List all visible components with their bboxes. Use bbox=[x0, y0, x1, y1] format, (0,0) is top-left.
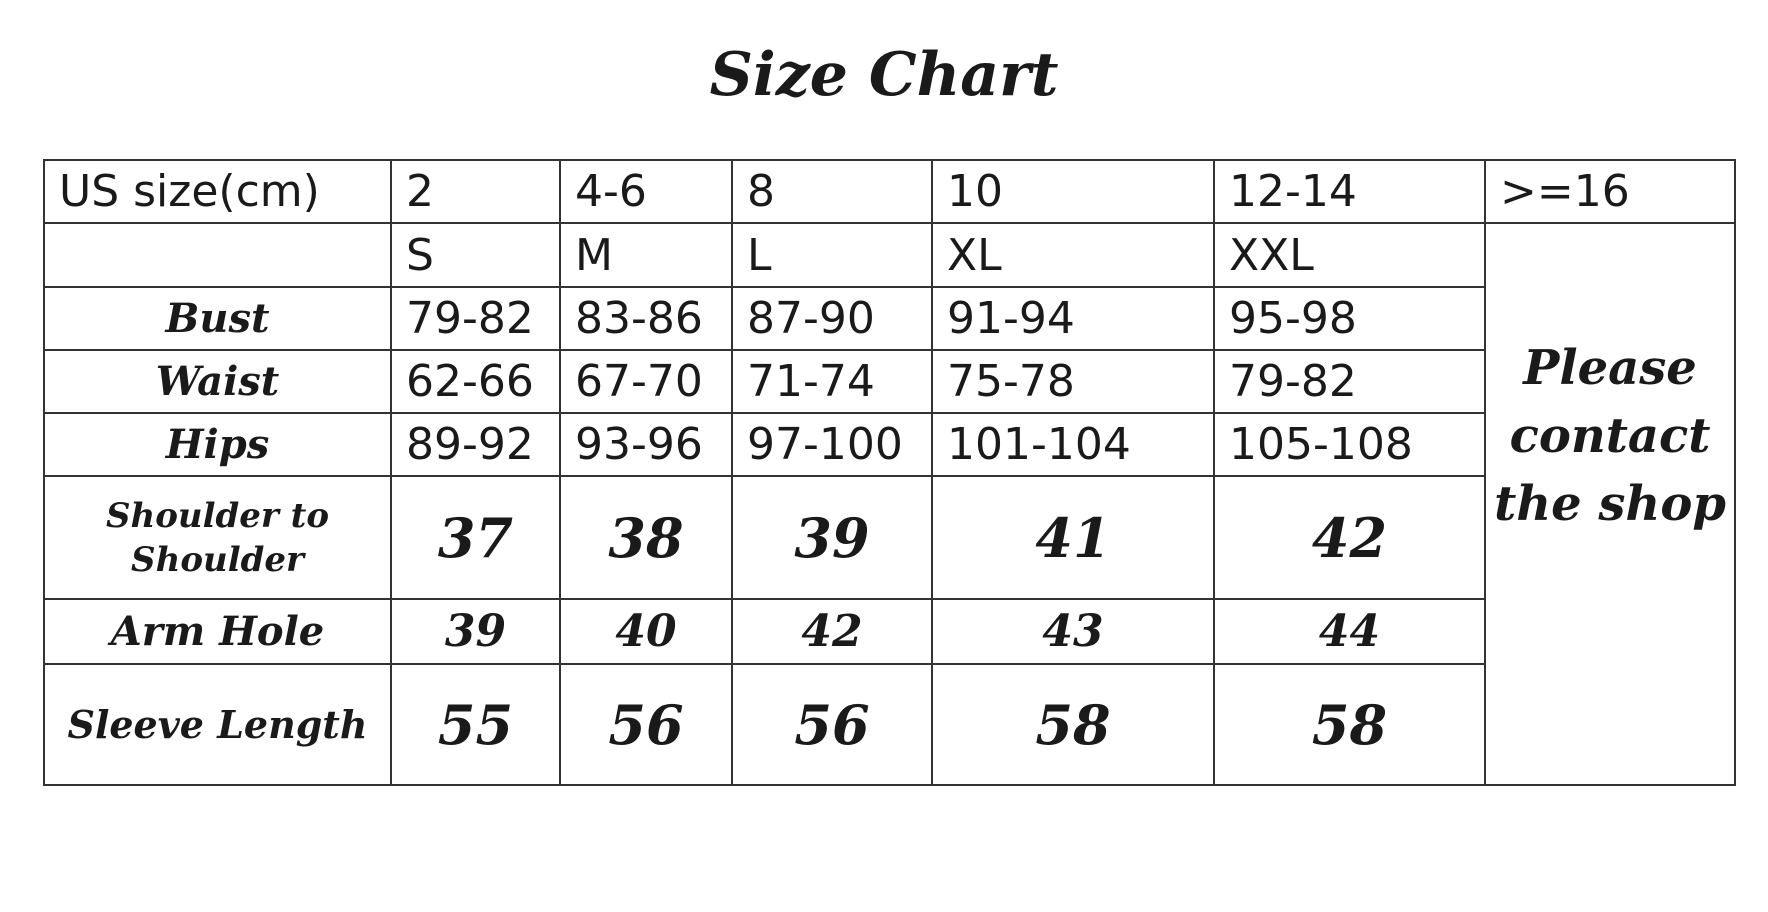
value-cell: 39 bbox=[390, 598, 561, 665]
value-cell: 39 bbox=[731, 475, 933, 600]
value-cell: 83-86 bbox=[559, 286, 733, 351]
value-cell: 79-82 bbox=[1213, 349, 1486, 414]
value-cell: 62-66 bbox=[390, 349, 561, 414]
size-cell: 10 bbox=[931, 159, 1215, 224]
size-cell: 12-14 bbox=[1213, 159, 1486, 224]
size-cell: >=16 bbox=[1484, 159, 1736, 224]
value-cell: 97-100 bbox=[731, 412, 933, 477]
letter-cell: L bbox=[731, 222, 933, 288]
value-cell: 79-82 bbox=[390, 286, 561, 351]
value-cell: 42 bbox=[1213, 475, 1486, 600]
value-cell: 58 bbox=[931, 663, 1215, 786]
letter-row: S M L XL XXL Please contact the shop bbox=[43, 222, 1736, 786]
size-cell: 4-6 bbox=[559, 159, 733, 224]
value-cell: 43 bbox=[931, 598, 1215, 665]
row-label: Waist bbox=[43, 349, 392, 414]
letter-cell: XL bbox=[931, 222, 1215, 288]
row-label: Shoulder to Shoulder bbox=[43, 475, 392, 600]
value-cell: 58 bbox=[1213, 663, 1486, 786]
letter-cell: S bbox=[390, 222, 561, 288]
size-cell: 2 bbox=[390, 159, 561, 224]
table-row: Hips 89-92 93-96 97-100 101-104 105-108 bbox=[43, 412, 1735, 477]
contact-note: Please contact the shop bbox=[1484, 222, 1736, 786]
value-cell: 56 bbox=[731, 663, 933, 786]
table-row: Bust 79-82 83-86 87-90 91-94 95-98 bbox=[43, 286, 1735, 351]
table-row: Sleeve Length 55 56 56 58 58 bbox=[43, 663, 1735, 786]
value-cell: 37 bbox=[390, 475, 561, 600]
table-row: Arm Hole 39 40 42 43 44 bbox=[43, 598, 1735, 665]
header-label: US size(cm) bbox=[43, 159, 392, 224]
value-cell: 71-74 bbox=[731, 349, 933, 414]
empty-cell bbox=[43, 222, 392, 288]
letter-cell: M bbox=[559, 222, 733, 288]
value-cell: 105-108 bbox=[1213, 412, 1486, 477]
size-cell: 8 bbox=[731, 159, 933, 224]
row-label: Bust bbox=[43, 286, 392, 351]
value-cell: 38 bbox=[559, 475, 733, 600]
row-label: Sleeve Length bbox=[43, 663, 392, 786]
letter-cell: XXL bbox=[1213, 222, 1486, 288]
value-cell: 67-70 bbox=[559, 349, 733, 414]
value-cell: 41 bbox=[931, 475, 1215, 600]
table-row: Waist 62-66 67-70 71-74 75-78 79-82 bbox=[43, 349, 1735, 414]
value-cell: 101-104 bbox=[931, 412, 1215, 477]
value-cell: 91-94 bbox=[931, 286, 1215, 351]
value-cell: 55 bbox=[390, 663, 561, 786]
size-chart-table: US size(cm) 2 4-6 8 10 12-14 >=16 S M L … bbox=[43, 159, 1736, 786]
value-cell: 93-96 bbox=[559, 412, 733, 477]
table-row: Shoulder to Shoulder 37 38 39 41 42 bbox=[43, 475, 1735, 600]
row-label: Arm Hole bbox=[43, 598, 392, 665]
value-cell: 44 bbox=[1213, 598, 1486, 665]
value-cell: 87-90 bbox=[731, 286, 933, 351]
value-cell: 75-78 bbox=[931, 349, 1215, 414]
value-cell: 56 bbox=[559, 663, 733, 786]
header-row: US size(cm) 2 4-6 8 10 12-14 >=16 bbox=[43, 159, 1736, 224]
row-label: Hips bbox=[43, 412, 392, 477]
value-cell: 42 bbox=[731, 598, 933, 665]
value-cell: 89-92 bbox=[390, 412, 561, 477]
value-cell: 95-98 bbox=[1213, 286, 1486, 351]
page-title: Size Chart bbox=[709, 40, 1059, 110]
value-cell: 40 bbox=[559, 598, 733, 665]
